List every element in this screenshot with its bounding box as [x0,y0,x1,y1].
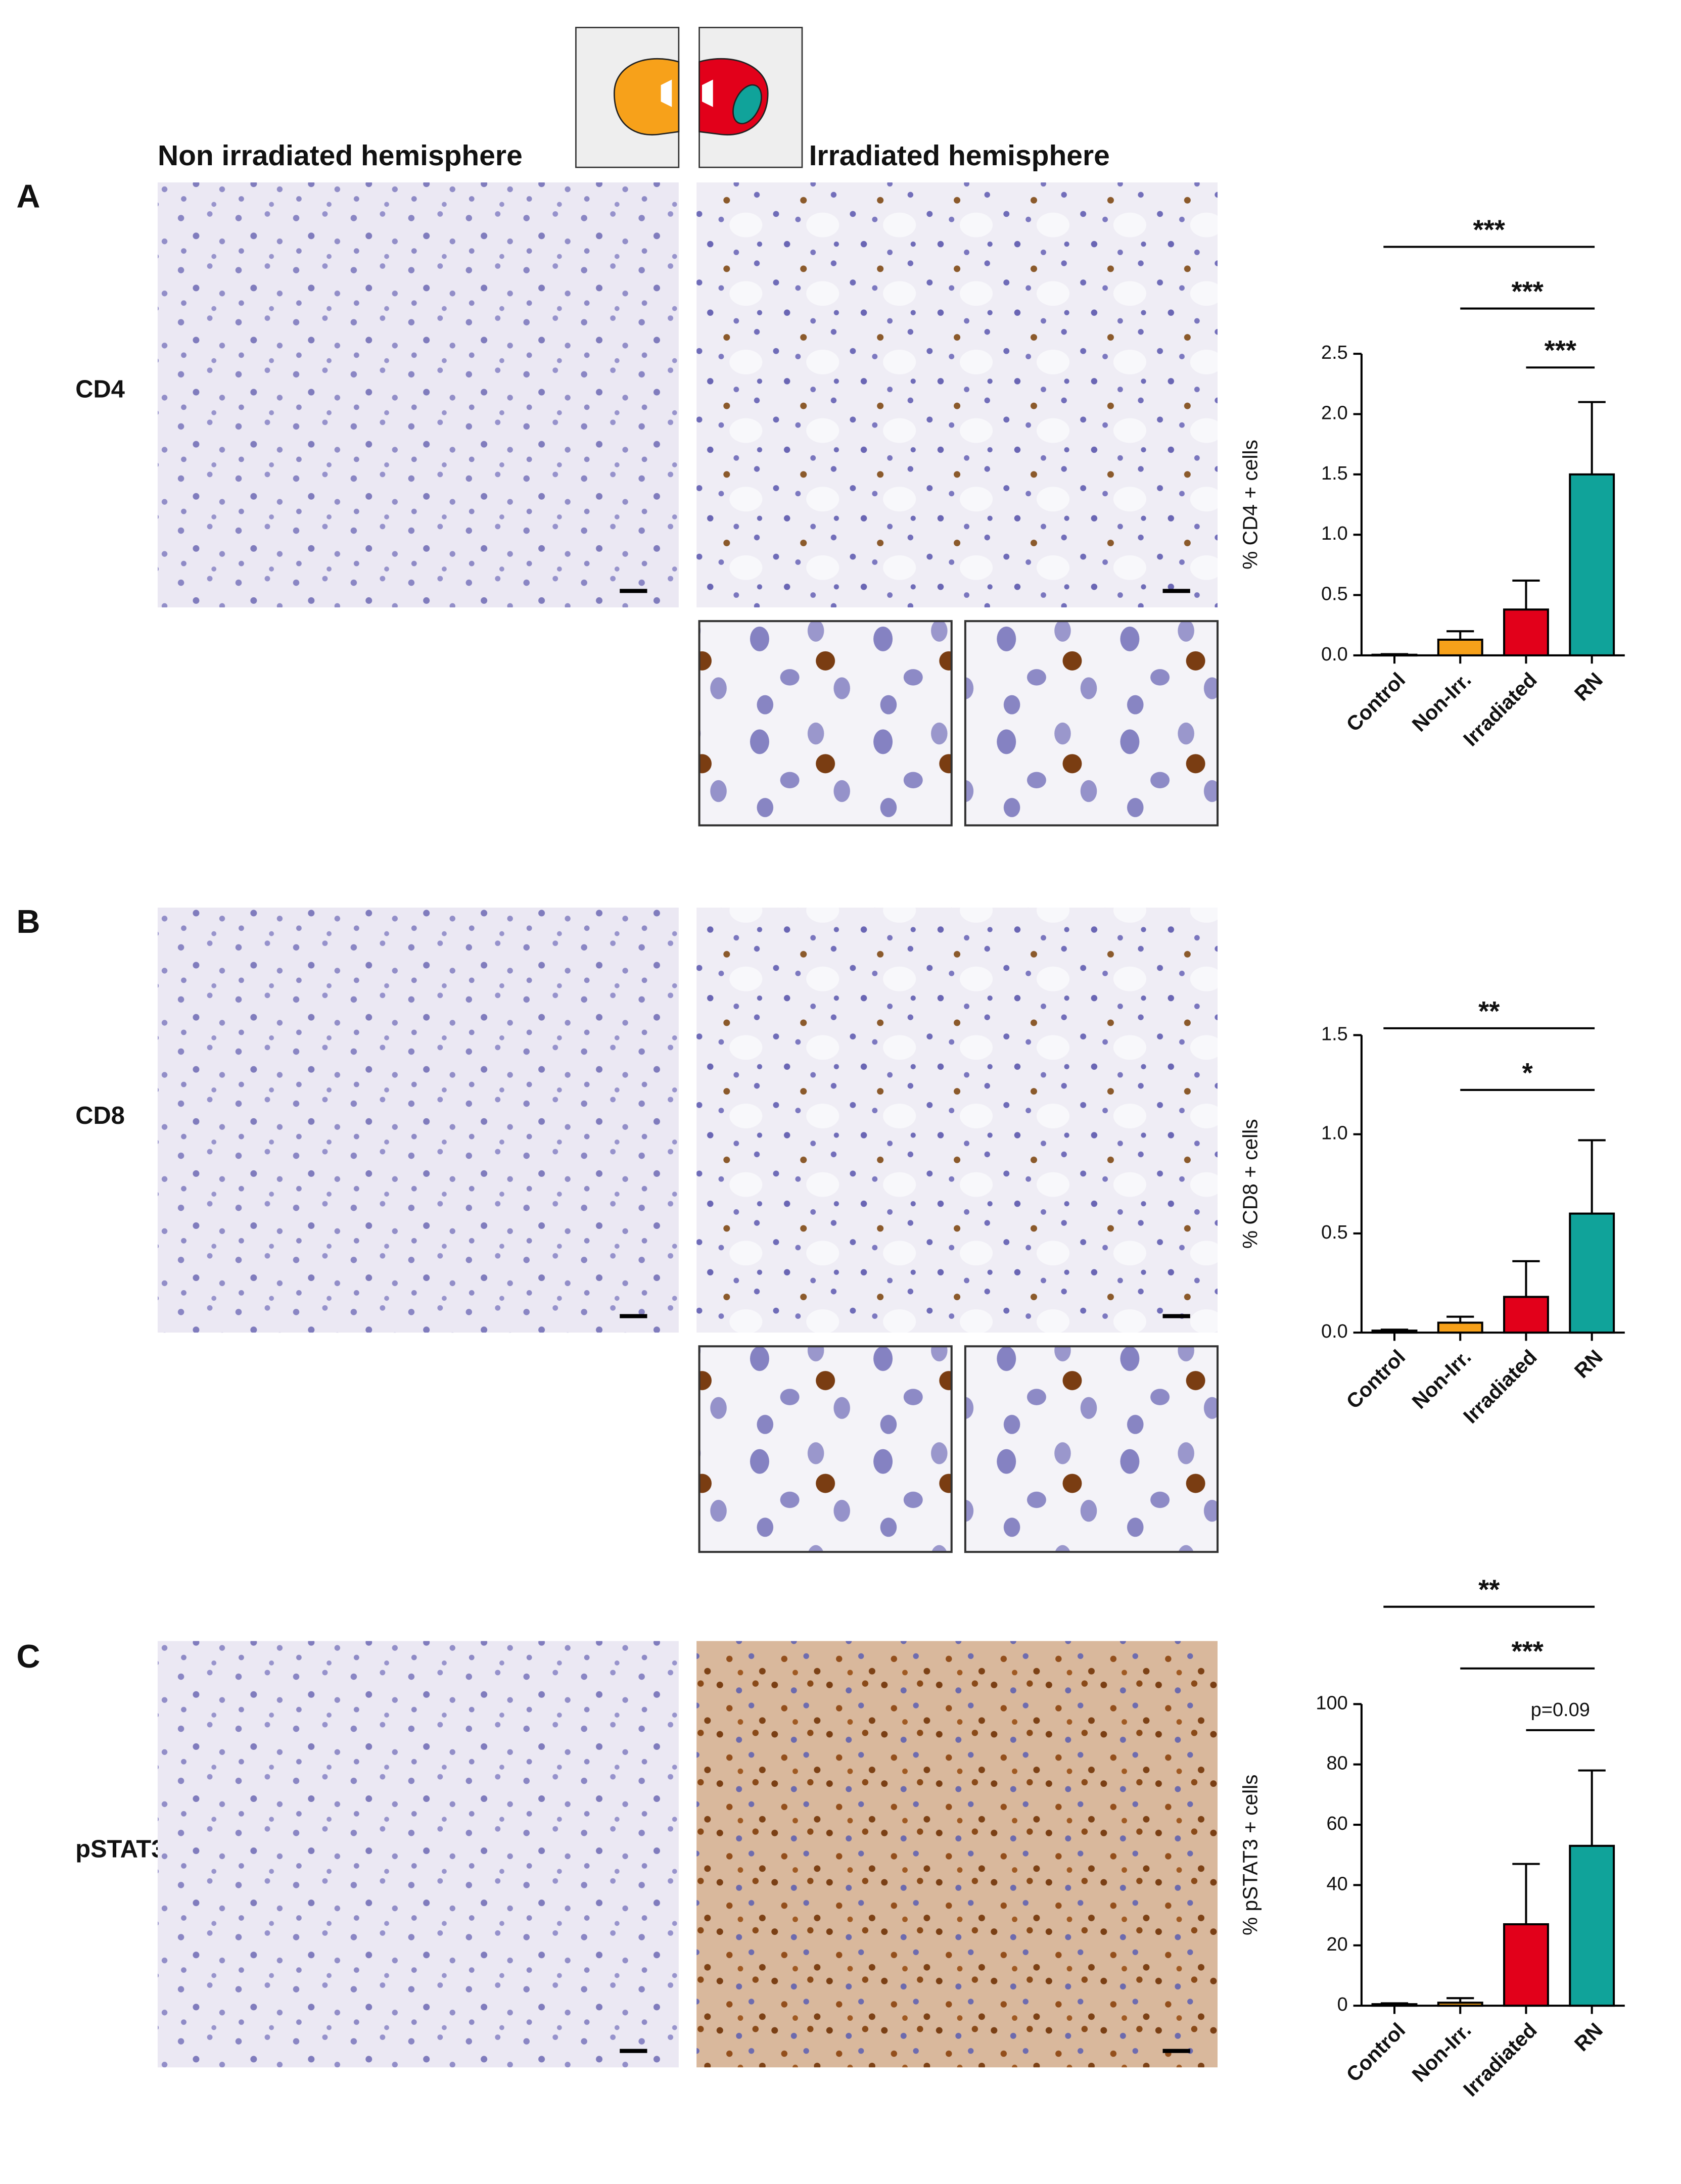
y-tick-label: 40 [1327,1873,1348,1894]
micrograph [696,908,1218,1333]
x-tick-label: RN [1570,668,1607,705]
significance-label: * [1522,1058,1533,1088]
bar [1437,1321,1483,1334]
bar [1569,473,1615,656]
x-tick-label: RN [1570,2018,1607,2056]
bar [1437,2002,1483,2007]
x-tick-label: Non-Irr. [1408,668,1476,736]
bar [1569,1844,1615,2007]
y-tick-label: 20 [1327,1934,1348,1955]
row-label: CD8 [75,1102,125,1129]
panel-letter: B [17,903,40,940]
y-tick-label: 2.0 [1321,403,1348,424]
inset [964,1345,1219,1553]
y-tick-label: 2.5 [1321,342,1348,363]
y-tick-label: 80 [1327,1753,1348,1774]
x-tick-label: Non-Irr. [1408,2018,1476,2086]
bar [1503,1296,1549,1334]
y-tick-label: 1.0 [1321,523,1348,544]
micrograph [157,908,679,1333]
y-tick-label: 100 [1316,1692,1347,1714]
micrograph [157,182,679,607]
y-tick-label: 60 [1327,1813,1348,1834]
micrograph [157,1641,679,2068]
brain-icon [575,27,680,168]
micrograph [696,1641,1218,2068]
y-tick-label: 0.0 [1321,1321,1348,1342]
bar [1503,1923,1549,2007]
row-label: CD4 [75,375,125,403]
brain-icon [698,27,803,168]
significance-label: *** [1511,1636,1544,1667]
bar [1371,2003,1418,2007]
panel-letter: C [17,1638,40,1675]
column-label: Non irradiated hemisphere [158,139,523,172]
y-tick-label: 1.0 [1321,1123,1348,1144]
inset [698,1345,953,1553]
significance-label: ** [1478,1575,1500,1605]
significance-label: p=0.09 [1531,1699,1590,1721]
inset [698,620,953,827]
y-tick-label: 1.5 [1321,1023,1348,1044]
y-tick-label: 0.5 [1321,1222,1348,1243]
significance-label: *** [1473,215,1506,245]
x-tick-label: Non-Irr. [1408,1345,1476,1413]
y-axis-label: % pSTAT3 + cells [1239,1774,1262,1935]
bar [1437,638,1483,656]
significance-label: *** [1511,276,1544,307]
inset [964,620,1219,827]
y-axis-label: % CD8 + cells [1239,1119,1262,1249]
y-tick-label: 0 [1337,1994,1348,2015]
bar [1371,1330,1418,1334]
x-tick-label: Control [1341,668,1410,736]
row-label: pSTAT3 [75,1835,165,1863]
x-tick-label: Control [1341,1345,1410,1413]
y-tick-label: 0.0 [1321,644,1348,665]
column-label: Irradiated hemisphere [809,139,1110,172]
panel-letter: A [17,178,40,215]
micrograph [696,182,1218,607]
y-tick-label: 0.5 [1321,584,1348,605]
y-tick-label: 1.5 [1321,463,1348,484]
significance-label: ** [1478,996,1500,1026]
x-tick-label: RN [1570,1345,1607,1383]
y-axis-label: % CD4 + cells [1239,440,1262,569]
bar [1569,1212,1615,1334]
bar [1503,608,1549,656]
x-tick-label: Control [1341,2018,1410,2086]
significance-label: *** [1545,336,1577,366]
